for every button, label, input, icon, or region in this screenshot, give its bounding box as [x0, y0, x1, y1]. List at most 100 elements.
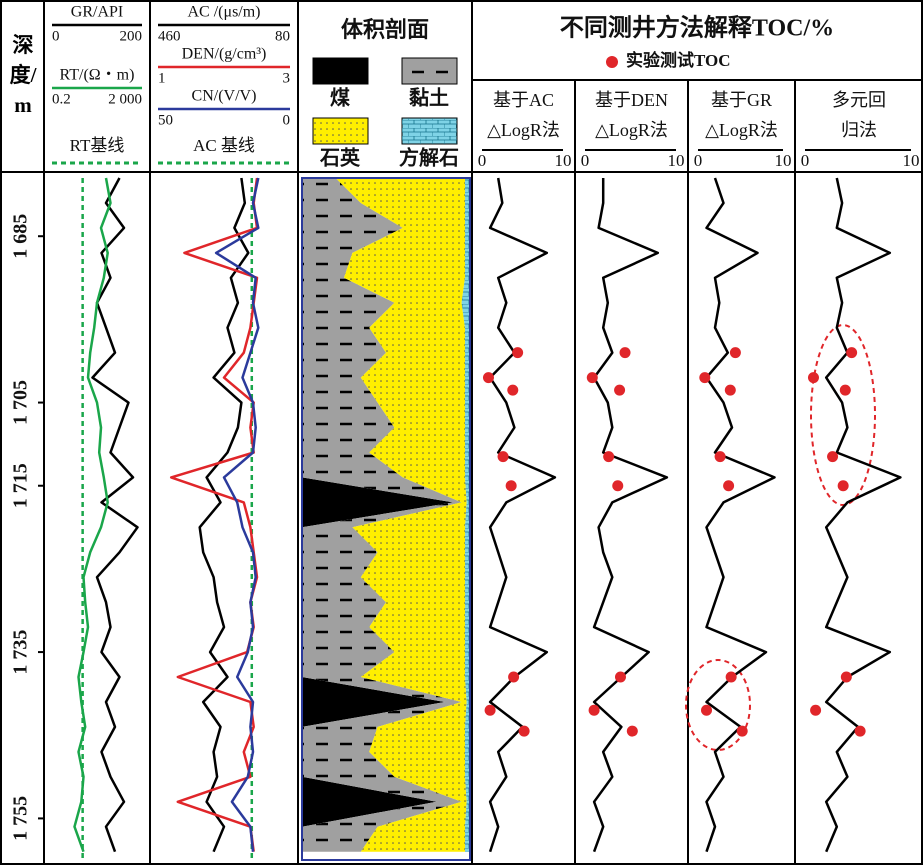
- scale-max: 0: [283, 112, 291, 128]
- lithology-texture: [461, 178, 470, 852]
- depth-label: 深度/m: [9, 33, 37, 117]
- scale-max: 10: [775, 151, 792, 170]
- legend-texture: [313, 118, 368, 144]
- legend-dot: [606, 56, 618, 68]
- legend-label: 黏土: [409, 87, 449, 110]
- scale-min: 50: [158, 112, 173, 128]
- experimental-point: [588, 704, 600, 716]
- track-title: 基于DEN: [595, 90, 668, 110]
- experimental-point: [725, 671, 737, 683]
- experimental-point: [518, 725, 530, 737]
- depth-tick-label: 1 685: [10, 214, 32, 259]
- scale-min: 0.2: [52, 91, 71, 107]
- track-title: △LogR法: [595, 120, 668, 140]
- scale-min: 460: [158, 28, 181, 44]
- curve-name: AC /(μs/m): [187, 4, 260, 21]
- experimental-point: [729, 347, 741, 359]
- experimental-point: [701, 704, 712, 716]
- experimental-point: [854, 725, 866, 737]
- curve-name: DEN/(g/cm³): [182, 46, 267, 63]
- legend-label: 煤: [330, 87, 350, 110]
- scale-min: 1: [158, 70, 166, 86]
- track-title: △LogR法: [487, 120, 560, 140]
- scale-max: 3: [283, 70, 291, 86]
- lithology-area: [302, 178, 454, 852]
- scale-max: 10: [903, 151, 920, 170]
- baseline-label: RT基线: [70, 136, 125, 155]
- experimental-point: [837, 480, 849, 492]
- legend-texture: [402, 58, 457, 84]
- track-title: △LogR法: [705, 120, 778, 140]
- experimental-point: [507, 384, 519, 396]
- experimental-point: [810, 704, 822, 716]
- lithology-texture: [335, 178, 467, 852]
- log-curve: [592, 178, 669, 853]
- highlight-ellipse: [810, 324, 876, 506]
- legend-swatch: [312, 57, 369, 85]
- log-curve: [214, 177, 260, 852]
- depth-tick-label: 1 705: [10, 380, 32, 425]
- scale-max: 10: [555, 151, 572, 170]
- lithology-title: 体积剖面: [341, 17, 429, 42]
- experimental-point: [614, 671, 626, 683]
- scale-min: 0: [581, 151, 590, 170]
- experimental-point: [840, 671, 852, 683]
- log-curve: [73, 177, 112, 853]
- log-curve: [705, 177, 776, 853]
- experimental-point: [482, 372, 494, 384]
- legend-label: 石英: [319, 146, 361, 170]
- log-curve: [198, 177, 250, 853]
- experimental-point: [586, 372, 598, 384]
- curve-name: CN/(V/V): [192, 88, 257, 105]
- depth-tick-label: 1 755: [10, 796, 32, 841]
- depth-tick-label: 1 735: [10, 630, 32, 675]
- experimental-point: [484, 704, 496, 716]
- curve-name: GR/API: [71, 4, 123, 21]
- experimental-point: [614, 384, 626, 396]
- legend-texture: [402, 118, 457, 144]
- baseline-label: AC 基线: [193, 136, 255, 155]
- scale-min: 0: [694, 151, 703, 170]
- lithology-border: [301, 177, 471, 861]
- scale-min: 0: [52, 28, 60, 44]
- scale-max: 2 000: [108, 91, 142, 107]
- track-title: 归法: [841, 120, 877, 140]
- log-curve: [824, 177, 902, 853]
- experimental-point: [846, 347, 858, 359]
- log-curve: [488, 177, 557, 853]
- experimental-point: [723, 480, 735, 492]
- scale-max: 80: [275, 28, 290, 44]
- toc-title: 不同测井方法解释TOC/%: [560, 14, 834, 42]
- experimental-point: [714, 451, 726, 463]
- experimental-point: [724, 384, 736, 396]
- experimental-point: [612, 480, 624, 492]
- experimental-point: [512, 347, 524, 359]
- experimental-point: [497, 451, 509, 463]
- scale-min: 0: [478, 151, 487, 170]
- experimental-point: [839, 384, 851, 396]
- experimental-point: [736, 725, 748, 737]
- legend-label: 方解石: [399, 146, 459, 170]
- track-title: 基于AC: [493, 90, 554, 110]
- log-curve: [91, 177, 139, 853]
- scale-min: 0: [801, 151, 810, 170]
- experimental-point: [619, 347, 631, 359]
- curve-name: RT/(Ω・m): [60, 67, 135, 84]
- lithology-texture: [302, 178, 462, 852]
- experimental-point: [508, 671, 520, 683]
- scale-max: 10: [668, 151, 685, 170]
- experimental-point: [807, 372, 819, 384]
- legend-label: 实验测试TOC: [626, 50, 731, 70]
- highlight-ellipse: [685, 659, 751, 751]
- scale-max: 200: [120, 28, 143, 44]
- depth-tick-label: 1 715: [10, 463, 32, 508]
- experimental-point: [699, 372, 711, 384]
- track-title: 多元回: [832, 90, 886, 110]
- experimental-point: [505, 480, 517, 492]
- experimental-point: [603, 451, 615, 463]
- experimental-point: [626, 725, 638, 737]
- track-title: 基于GR: [711, 90, 772, 110]
